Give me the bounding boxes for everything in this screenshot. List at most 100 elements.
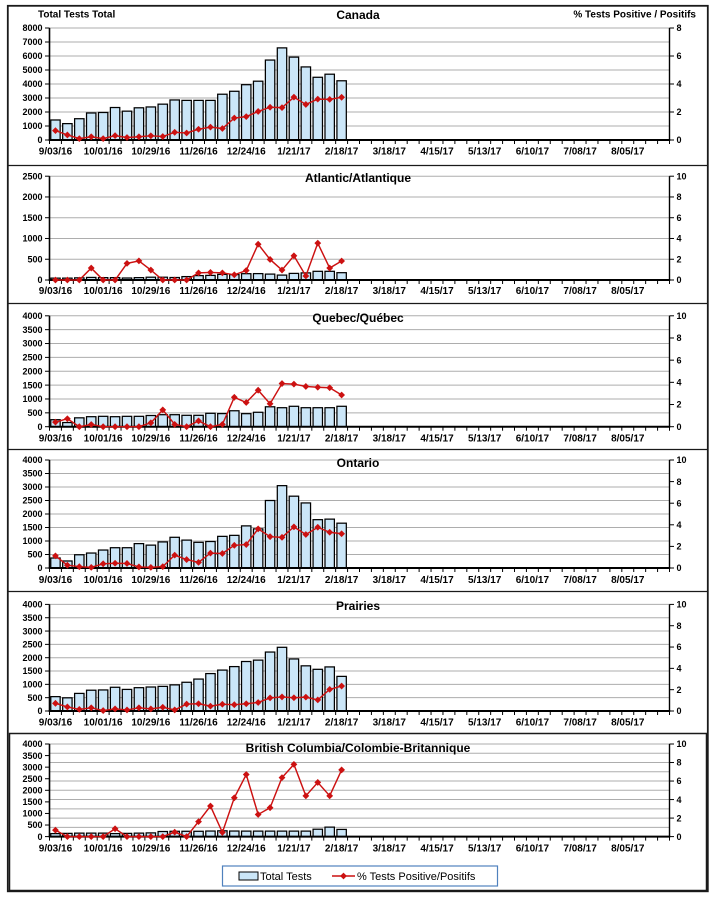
svg-text:2000: 2000: [22, 192, 42, 202]
svg-text:0: 0: [37, 135, 42, 145]
svg-text:10: 10: [677, 739, 687, 749]
svg-text:2/18/17: 2/18/17: [325, 286, 359, 297]
svg-text:9/03/16: 9/03/16: [39, 718, 73, 729]
svg-text:5/13/17: 5/13/17: [468, 434, 502, 445]
svg-text:Quebec/Québec: Quebec/Québec: [312, 311, 404, 325]
svg-text:3000: 3000: [22, 339, 42, 349]
svg-text:8: 8: [677, 192, 682, 202]
svg-text:6: 6: [677, 355, 682, 365]
svg-text:10/01/16: 10/01/16: [84, 286, 123, 297]
svg-text:2/18/17: 2/18/17: [325, 575, 359, 586]
svg-text:3/18/17: 3/18/17: [373, 147, 407, 158]
svg-text:2: 2: [677, 254, 682, 264]
svg-text:10: 10: [677, 455, 687, 465]
svg-text:2: 2: [677, 400, 682, 410]
svg-text:9/03/16: 9/03/16: [39, 434, 73, 445]
svg-text:2500: 2500: [22, 353, 42, 363]
svg-text:6/10/17: 6/10/17: [516, 718, 550, 729]
svg-text:2: 2: [677, 685, 682, 695]
svg-text:% Tests Positive / Positifs: % Tests Positive / Positifs: [573, 10, 696, 21]
svg-text:1500: 1500: [22, 380, 42, 390]
svg-text:10/29/16: 10/29/16: [131, 575, 170, 586]
svg-text:7/08/17: 7/08/17: [563, 844, 597, 855]
svg-text:11/26/16: 11/26/16: [179, 286, 218, 297]
svg-text:2: 2: [677, 542, 682, 552]
svg-text:8: 8: [677, 758, 682, 768]
svg-text:10/29/16: 10/29/16: [131, 434, 170, 445]
svg-text:0: 0: [677, 832, 682, 842]
svg-text:5/13/17: 5/13/17: [468, 575, 502, 586]
svg-text:7/08/17: 7/08/17: [563, 286, 597, 297]
svg-text:8/05/17: 8/05/17: [611, 575, 645, 586]
svg-text:8000: 8000: [22, 23, 42, 33]
svg-text:5/13/17: 5/13/17: [468, 147, 502, 158]
svg-text:10: 10: [677, 600, 687, 610]
svg-text:500: 500: [27, 820, 42, 830]
svg-text:12/24/16: 12/24/16: [227, 147, 266, 158]
svg-text:1000: 1000: [22, 536, 42, 546]
svg-text:2000: 2000: [22, 653, 42, 663]
svg-text:10/01/16: 10/01/16: [84, 434, 123, 445]
svg-text:7/08/17: 7/08/17: [563, 147, 597, 158]
svg-text:8: 8: [677, 23, 682, 33]
svg-text:1/21/17: 1/21/17: [277, 718, 311, 729]
svg-text:Prairies: Prairies: [336, 599, 380, 613]
svg-text:9/03/16: 9/03/16: [39, 147, 73, 158]
svg-text:500: 500: [27, 550, 42, 560]
svg-text:1500: 1500: [22, 523, 42, 533]
svg-text:4000: 4000: [22, 455, 42, 465]
svg-text:1000: 1000: [22, 394, 42, 404]
svg-text:3000: 3000: [22, 482, 42, 492]
svg-text:% Tests Positive/Positifs: % Tests Positive/Positifs: [357, 871, 476, 883]
svg-text:10/29/16: 10/29/16: [131, 844, 170, 855]
svg-text:1/21/17: 1/21/17: [277, 575, 311, 586]
svg-text:6/10/17: 6/10/17: [516, 844, 550, 855]
svg-text:3500: 3500: [22, 613, 42, 623]
svg-text:2/18/17: 2/18/17: [325, 844, 359, 855]
svg-text:3000: 3000: [22, 626, 42, 636]
svg-text:8/05/17: 8/05/17: [611, 286, 645, 297]
svg-text:4: 4: [677, 795, 682, 805]
svg-text:4000: 4000: [22, 600, 42, 610]
svg-text:8: 8: [677, 477, 682, 487]
svg-text:Atlantic/Atlantique: Atlantic/Atlantique: [305, 171, 411, 185]
svg-text:12/24/16: 12/24/16: [227, 575, 266, 586]
svg-text:0: 0: [37, 275, 42, 285]
svg-text:Canada: Canada: [336, 8, 380, 22]
svg-text:Total Tests Total: Total Tests Total: [38, 10, 115, 21]
svg-text:3000: 3000: [22, 93, 42, 103]
svg-text:10: 10: [677, 171, 687, 181]
svg-text:1000: 1000: [22, 234, 42, 244]
svg-text:2000: 2000: [22, 509, 42, 519]
svg-text:500: 500: [27, 693, 42, 703]
svg-text:4000: 4000: [22, 79, 42, 89]
svg-text:0: 0: [37, 706, 42, 716]
svg-text:3/18/17: 3/18/17: [373, 575, 407, 586]
svg-text:6: 6: [677, 642, 682, 652]
svg-text:3500: 3500: [22, 751, 42, 761]
svg-text:1/21/17: 1/21/17: [277, 147, 311, 158]
svg-text:4: 4: [677, 79, 682, 89]
svg-text:2500: 2500: [22, 496, 42, 506]
svg-text:2/18/17: 2/18/17: [325, 434, 359, 445]
svg-text:10/01/16: 10/01/16: [84, 147, 123, 158]
svg-text:11/26/16: 11/26/16: [179, 147, 218, 158]
svg-text:2500: 2500: [22, 640, 42, 650]
svg-text:3/18/17: 3/18/17: [373, 286, 407, 297]
svg-text:12/24/16: 12/24/16: [227, 844, 266, 855]
svg-text:0: 0: [677, 135, 682, 145]
svg-text:8/05/17: 8/05/17: [611, 844, 645, 855]
svg-text:0: 0: [677, 275, 682, 285]
svg-text:3/18/17: 3/18/17: [373, 718, 407, 729]
svg-text:0: 0: [677, 563, 682, 573]
svg-text:5/13/17: 5/13/17: [468, 844, 502, 855]
svg-text:0: 0: [37, 832, 42, 842]
svg-text:British Columbia/Colombie-Brit: British Columbia/Colombie-Britannique: [246, 741, 471, 755]
svg-text:1000: 1000: [22, 121, 42, 131]
svg-text:10/29/16: 10/29/16: [131, 147, 170, 158]
svg-text:8/05/17: 8/05/17: [611, 434, 645, 445]
svg-text:1000: 1000: [22, 680, 42, 690]
svg-text:2/18/17: 2/18/17: [325, 147, 359, 158]
svg-text:5/13/17: 5/13/17: [468, 718, 502, 729]
svg-text:7/08/17: 7/08/17: [563, 575, 597, 586]
